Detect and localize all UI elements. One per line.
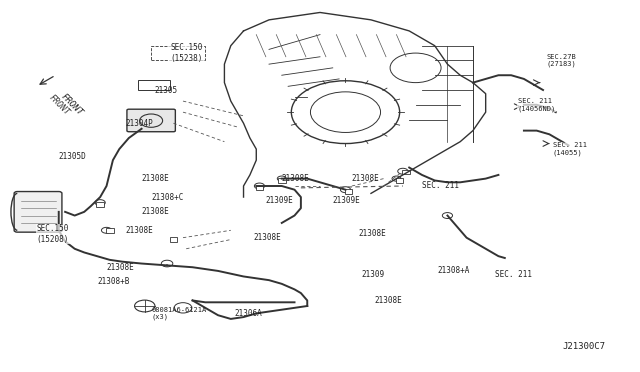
- Text: 21308E: 21308E: [106, 263, 134, 272]
- Text: 21309E: 21309E: [333, 196, 360, 205]
- Text: 21308E: 21308E: [141, 174, 170, 183]
- Text: SEC. 211: SEC. 211: [495, 270, 532, 279]
- Text: SEC.27B
(27183): SEC.27B (27183): [546, 54, 576, 67]
- Text: 21309: 21309: [362, 270, 385, 279]
- Text: J21300C7: J21300C7: [562, 342, 605, 351]
- Text: 21308E: 21308E: [374, 296, 402, 305]
- Text: 21308E: 21308E: [358, 230, 386, 238]
- Bar: [170, 237, 177, 242]
- Text: SEC. 211: SEC. 211: [422, 182, 459, 190]
- Text: SEC. 211
(14055): SEC. 211 (14055): [552, 142, 587, 156]
- Text: SEC.150
(15238): SEC.150 (15238): [170, 44, 203, 63]
- Text: 21304P: 21304P: [125, 119, 154, 128]
- Text: 21306A: 21306A: [234, 309, 262, 318]
- Text: 21308E: 21308E: [253, 233, 281, 242]
- Text: 21308+A: 21308+A: [438, 266, 470, 275]
- Text: 21308E: 21308E: [282, 174, 310, 183]
- Bar: [97, 202, 104, 207]
- Text: 21308E: 21308E: [352, 174, 380, 183]
- Text: 21309E: 21309E: [266, 196, 294, 205]
- Bar: [278, 178, 285, 183]
- Text: SEC.150
(15208): SEC.150 (15208): [36, 224, 69, 244]
- Text: SEC. 211
(14056ND): SEC. 211 (14056ND): [518, 98, 556, 112]
- Bar: [255, 186, 263, 190]
- Bar: [396, 178, 403, 183]
- Text: 21308E: 21308E: [125, 226, 154, 235]
- Bar: [151, 46, 205, 61]
- Text: FRONT: FRONT: [59, 92, 84, 118]
- Bar: [106, 228, 113, 232]
- Bar: [345, 189, 353, 194]
- Text: 21305: 21305: [154, 86, 177, 94]
- Bar: [402, 170, 410, 174]
- Text: 21308+B: 21308+B: [97, 278, 129, 286]
- Bar: [138, 80, 170, 90]
- Text: 21308+C: 21308+C: [151, 193, 184, 202]
- FancyBboxPatch shape: [14, 192, 62, 232]
- Text: 21305D: 21305D: [59, 152, 86, 161]
- FancyBboxPatch shape: [127, 109, 175, 132]
- Text: 21308E: 21308E: [141, 207, 170, 217]
- Text: 08081A6-6121A
(x3): 08081A6-6121A (x3): [151, 307, 206, 320]
- Text: FRONT: FRONT: [47, 93, 71, 117]
